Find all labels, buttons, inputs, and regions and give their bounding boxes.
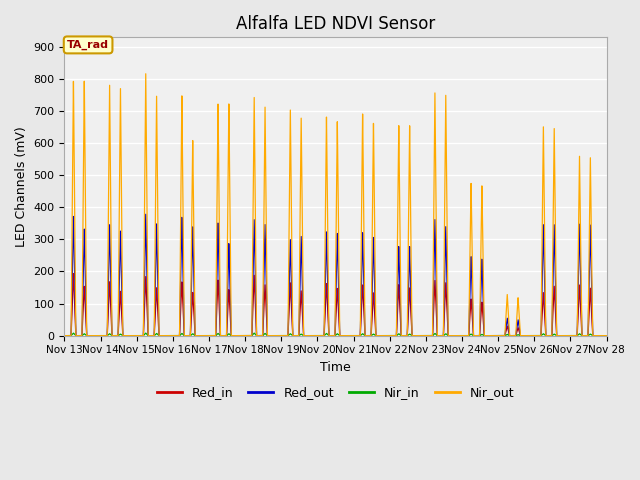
- Red_in: [603, 333, 611, 338]
- Nir_in: [257, 333, 264, 338]
- Nir_out: [603, 333, 611, 338]
- Nir_in: [381, 333, 389, 338]
- Nir_in: [463, 333, 470, 338]
- Nir_in: [405, 332, 413, 337]
- Red_in: [61, 333, 68, 338]
- Legend: Red_in, Red_out, Nir_in, Nir_out: Red_in, Red_out, Nir_in, Nir_out: [152, 381, 519, 404]
- Nir_out: [463, 333, 470, 338]
- Red_in: [70, 271, 77, 276]
- Nir_out: [381, 333, 389, 338]
- Red_in: [381, 333, 389, 338]
- Red_in: [257, 333, 264, 338]
- Nir_in: [61, 333, 68, 338]
- Nir_in: [603, 333, 611, 338]
- Line: Nir_in: Nir_in: [65, 333, 607, 336]
- Red_out: [463, 333, 470, 338]
- Line: Nir_out: Nir_out: [65, 74, 607, 336]
- Red_out: [603, 333, 611, 338]
- Nir_out: [492, 333, 499, 338]
- Line: Red_out: Red_out: [65, 214, 607, 336]
- Nir_out: [61, 333, 68, 338]
- Red_in: [463, 333, 470, 338]
- Line: Red_in: Red_in: [65, 274, 607, 336]
- Red_out: [405, 268, 413, 274]
- Red_out: [142, 211, 150, 217]
- Red_in: [405, 298, 413, 304]
- Red_out: [381, 333, 389, 338]
- Red_out: [88, 333, 95, 338]
- Nir_in: [142, 330, 150, 336]
- Nir_in: [492, 333, 499, 338]
- Nir_out: [88, 333, 95, 338]
- Y-axis label: LED Channels (mV): LED Channels (mV): [15, 126, 28, 247]
- Red_out: [492, 333, 499, 338]
- Red_in: [492, 333, 499, 338]
- X-axis label: Time: Time: [320, 361, 351, 374]
- Nir_out: [257, 333, 264, 338]
- Nir_in: [88, 333, 95, 338]
- Nir_out: [142, 71, 150, 77]
- Red_out: [257, 333, 264, 338]
- Red_out: [61, 333, 68, 338]
- Title: Alfalfa LED NDVI Sensor: Alfalfa LED NDVI Sensor: [236, 15, 435, 33]
- Red_in: [88, 333, 95, 338]
- Text: TA_rad: TA_rad: [67, 40, 109, 50]
- Nir_out: [405, 180, 413, 186]
